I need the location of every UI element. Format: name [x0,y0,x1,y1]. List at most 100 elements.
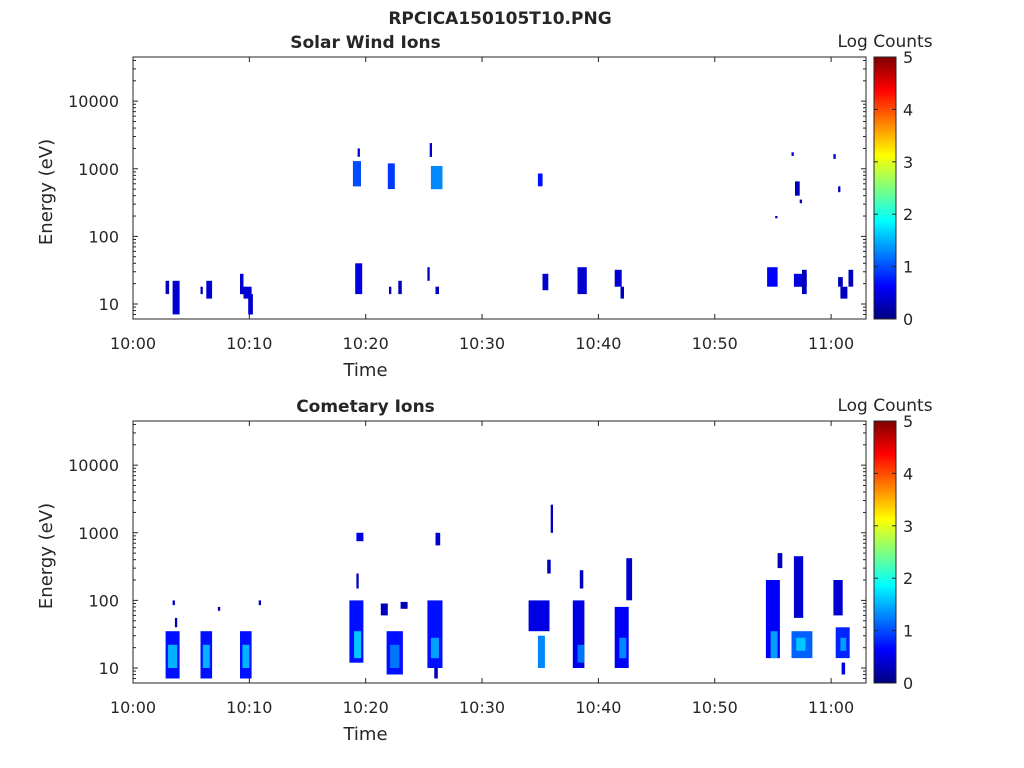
heatmap-cell [243,286,252,299]
heatmap-cell [840,286,848,299]
heatmap-cell [352,161,361,187]
colorbar-tick-label: 3 [903,153,913,172]
heatmap-cells [165,143,854,315]
y-tick-label: 100 [88,591,119,610]
panel-title: Cometary Ions [296,397,435,417]
axes-frame [132,56,867,320]
heatmap-cell [240,273,244,295]
heatmap-cell [380,603,388,616]
heatmap-cell [577,644,585,663]
y-tick-label: 10 [99,295,119,314]
colorbar-tick-label: 1 [903,622,913,641]
heatmap-cell [833,154,836,159]
x-tick-label: 10:10 [226,334,272,353]
x-tick-label: 10:40 [575,698,621,717]
colorbar-tick-label: 2 [903,205,913,224]
heatmap-cell [248,294,253,315]
heatmap-cell [614,269,622,287]
x-tick-label: 11:00 [808,334,854,353]
y-tick-label: 1000 [78,160,119,179]
heatmap-cell [172,280,180,315]
colorbar-tick-label: 2 [903,569,913,588]
heatmap-cell [793,556,804,618]
y-tick-label: 1000 [78,524,119,543]
heatmap-cell [202,644,210,668]
heatmap-cell [427,267,430,281]
colorbar-label: Log Counts [837,396,932,416]
heatmap-cell [356,532,364,542]
colorbar-tick-label: 0 [903,310,913,329]
x-tick-label: 10:50 [692,698,738,717]
colorbar-tick-label: 5 [903,48,913,67]
colorbar-tick-label: 1 [903,258,913,277]
heatmap-cell [390,644,400,668]
heatmap-cell [172,600,175,606]
heatmap-cell [775,216,778,219]
heatmap-cell [354,631,362,659]
heatmap-cell [840,637,847,651]
heatmap-cell [429,143,432,157]
heatmap-cell [626,558,633,601]
heatmap-cell [620,286,624,299]
colorbar-label: Log Counts [837,32,932,52]
x-axis-label: Time [342,360,387,381]
heatmap-cell [795,181,800,196]
heatmap-cell [400,601,408,609]
heatmap-cell [770,631,778,659]
heatmap-cell [799,199,802,204]
heatmap-cell [430,637,439,659]
heatmap-cell [791,152,794,156]
colorbar-tick-label: 0 [903,674,913,693]
heatmap-cell [841,662,846,675]
heatmap-cell [434,668,438,679]
y-tick-label: 10 [99,659,119,678]
x-tick-label: 11:00 [808,698,854,717]
heatmap-cell [398,280,402,295]
axes-frame [132,420,867,684]
x-tick-label: 10:30 [459,698,505,717]
heatmap-cell [435,532,441,546]
heatmap-cell [242,644,250,668]
heatmap-cell [537,173,543,187]
heatmap-cell [528,600,550,632]
heatmap-cell [167,644,178,668]
heatmap-cell [833,580,843,616]
y-tick-label: 10000 [68,92,119,111]
colorbar-gradient [873,420,897,684]
colorbar-tick-label: 4 [903,100,913,119]
x-tick-label: 10:10 [226,698,272,717]
x-tick-label: 10:00 [110,698,156,717]
heatmap-cell [619,637,627,659]
spectrogram-panel-2: 10:00 10:10 10:20 10:30 10:40 10:50 11:0010100… [36,396,933,745]
heatmap-cell [802,269,807,295]
y-axis-label: Energy (eV) [36,503,57,609]
colorbar-tick-label: 4 [903,464,913,483]
heatmap-cell [389,286,392,295]
x-axis-label: Time [342,724,387,745]
heatmap-cell [174,617,178,628]
heatmap-cell [387,163,395,190]
x-tick-label: 10:40 [575,334,621,353]
heatmap-cell [547,559,551,574]
colorbar-tick-label: 5 [903,412,913,431]
heatmap-cell [838,186,841,193]
heatmap-cell [430,166,443,190]
y-tick-label: 10000 [68,456,119,475]
heatmap-cell [435,286,439,295]
heatmap-cell [357,148,360,157]
x-tick-label: 10:30 [459,334,505,353]
heatmap-cell [838,277,843,287]
y-tick-label: 100 [88,227,119,246]
heatmap-cell [796,637,806,651]
heatmap-cell [542,273,549,291]
heatmap-cell [572,600,585,668]
heatmap-cell [848,269,854,287]
heatmap-cell [217,606,221,611]
heatmap-cell [200,286,203,295]
heatmap-cell [356,573,359,589]
x-tick-label: 10:50 [692,334,738,353]
x-tick-label: 10:00 [110,334,156,353]
